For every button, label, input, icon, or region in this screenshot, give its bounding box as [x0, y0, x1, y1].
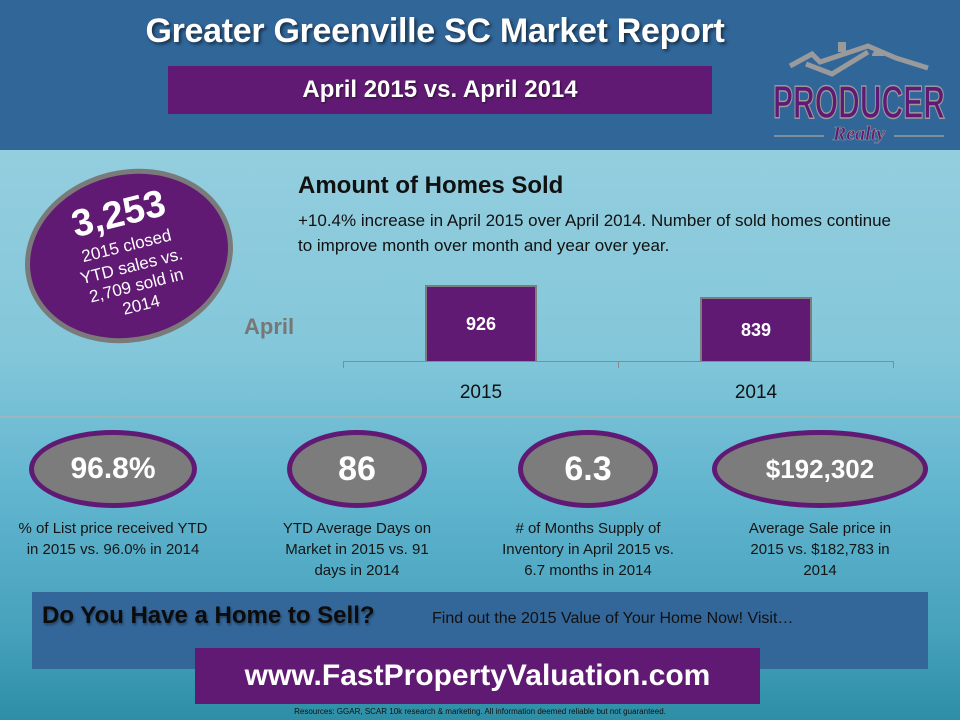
stat-description: YTD Average Days on Market in 2015 vs. 9…: [282, 520, 432, 579]
subtitle: April 2015 vs. April 2014: [302, 76, 578, 103]
cta-heading: Do You Have a Home to Sell?: [42, 602, 375, 629]
stat-oval: 6.3: [518, 430, 658, 508]
stat-oval: 96.8%: [29, 430, 197, 508]
logo-brand: PRODUCER: [773, 76, 945, 128]
stat-list-price: 96.8% % of List price received YTD in 20…: [3, 430, 223, 560]
category-label-2014: 2014: [734, 382, 778, 403]
stat-avg-sale-price: $192,302 Average Sale price in 2015 vs. …: [710, 430, 930, 581]
stat-days-on-market: 86 YTD Average Days on Market in 2015 vs…: [247, 430, 467, 581]
stat-description: % of List price received YTD in 2015 vs.…: [18, 520, 208, 558]
axis-tick: [618, 361, 619, 368]
footer-disclaimer: Resources: GGAR, SCAR 10k research & mar…: [294, 707, 666, 716]
stat-description: # of Months Supply of Inventory in April…: [502, 520, 674, 579]
header: Greater Greenville SC Market Report Apri…: [0, 0, 960, 150]
axis-tick: [343, 361, 344, 368]
stat-oval: 86: [287, 430, 427, 508]
category-label-2015: 2015: [459, 382, 503, 403]
stat-value: $192,302: [765, 453, 875, 484]
valuation-link[interactable]: www.FastPropertyValuation.com: [195, 648, 760, 704]
subtitle-banner: April 2015 vs. April 2014: [168, 66, 712, 114]
stat-description: Average Sale price in 2015 vs. $182,783 …: [748, 520, 892, 579]
stat-value: 96.8%: [70, 452, 156, 485]
chart-row-label: April: [244, 314, 295, 339]
section-divider: [0, 416, 960, 418]
stat-months-supply: 6.3 # of Months Supply of Inventory in A…: [478, 430, 698, 581]
axis-tick: [893, 361, 894, 368]
valuation-url[interactable]: www.FastPropertyValuation.com: [244, 659, 711, 692]
homes-sold-description: +10.4% increase in April 2015 over April…: [298, 211, 891, 255]
logo-sub: Realty: [832, 123, 885, 144]
homes-sold-title: Amount of Homes Sold: [298, 172, 564, 199]
bar-2015: 926: [425, 285, 537, 361]
stat-value: 6.3: [564, 449, 612, 488]
stat-oval: $192,302: [712, 430, 928, 508]
bar-2014: 839: [700, 297, 812, 361]
producer-realty-logo: PRODUCER Realty: [772, 42, 946, 144]
page-title: Greater Greenville SC Market Report: [145, 12, 725, 50]
house-roof-icon: [788, 42, 929, 77]
cta-text: Find out the 2015 Value of Your Home Now…: [432, 610, 794, 627]
stat-value: 86: [338, 449, 376, 488]
